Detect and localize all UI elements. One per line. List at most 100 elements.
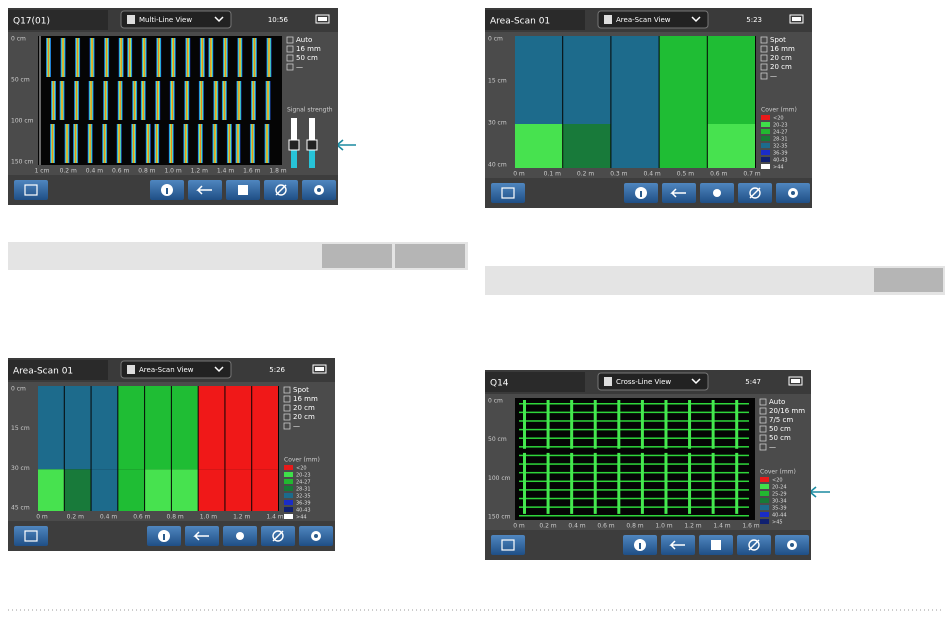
signal-label: Signal strength — [287, 107, 333, 114]
x-axis-label: 0.7 m — [743, 171, 760, 178]
signal-stripe — [156, 38, 162, 77]
button-face[interactable] — [491, 535, 525, 555]
signal-slider-thumb[interactable] — [288, 139, 300, 151]
signal-stripe — [198, 81, 204, 120]
view-dropdown[interactable] — [120, 360, 232, 379]
settings-button[interactable] — [302, 180, 336, 200]
sidebar-setting: 50 cm — [296, 54, 318, 62]
rebar-line — [523, 400, 526, 449]
settings-button[interactable] — [775, 535, 809, 555]
back-button[interactable] — [185, 526, 219, 546]
legend-swatch — [760, 519, 769, 524]
info-button[interactable] — [150, 180, 184, 200]
no-signal-button[interactable] — [737, 535, 771, 555]
info-button[interactable] — [624, 183, 658, 203]
battery-level — [792, 17, 801, 21]
save-button[interactable] — [226, 180, 260, 200]
view-name: Cross-Line View — [616, 378, 671, 386]
cover-cell — [38, 469, 64, 511]
signal-stripe — [89, 38, 95, 77]
button-face[interactable] — [14, 526, 48, 546]
rebar-line — [519, 506, 749, 508]
y-axis-label: 150 cm — [488, 514, 511, 521]
cover-cell — [563, 124, 611, 168]
signal-stripe — [116, 124, 122, 163]
signal-stripe — [249, 124, 255, 163]
sidebar-setting: 7/5 cm — [769, 416, 793, 424]
spot-button[interactable] — [223, 526, 257, 546]
button-face[interactable] — [14, 180, 48, 200]
view-dropdown[interactable] — [597, 10, 709, 29]
no-signal-button[interactable] — [264, 180, 298, 200]
view-icon — [604, 15, 612, 24]
icon — [166, 188, 168, 194]
signal-stripe — [154, 124, 160, 163]
sidebar-setting: 16 mm — [770, 45, 795, 53]
fullscreen-button[interactable] — [14, 180, 48, 200]
x-axis-label: 0.4 m — [643, 171, 660, 178]
legend-label: 30-34 — [772, 499, 787, 505]
info-button[interactable] — [623, 535, 657, 555]
settings-button[interactable] — [299, 526, 333, 546]
legend-label: 20-23 — [296, 473, 311, 479]
cover-cell — [145, 469, 171, 511]
legend-label: 28-31 — [773, 137, 788, 143]
icon — [669, 540, 685, 550]
legend-swatch — [284, 465, 293, 470]
signal-stripe — [213, 81, 219, 120]
back-button[interactable] — [662, 183, 696, 203]
rebar-line — [711, 400, 715, 449]
signal-stripe — [131, 124, 137, 163]
back-button[interactable] — [188, 180, 222, 200]
signal-stripe — [251, 38, 257, 77]
legend-label: 40-44 — [772, 513, 787, 519]
rebar-line — [570, 400, 574, 449]
signal-stripe — [59, 81, 65, 120]
rebar-line — [519, 454, 749, 457]
signal-stripe — [73, 124, 79, 163]
legend-swatch — [761, 143, 770, 148]
cover-cell — [145, 386, 171, 470]
view-dropdown[interactable] — [120, 10, 232, 29]
signal-stripe — [132, 81, 138, 120]
x-axis-label: 0.6 m — [112, 168, 129, 175]
button-face[interactable] — [491, 183, 525, 203]
settings-button[interactable] — [776, 183, 810, 203]
no-signal-button[interactable] — [738, 183, 772, 203]
sidebar-icon — [760, 63, 768, 71]
x-axis-label: 0 m — [513, 171, 525, 178]
legend-swatch — [761, 136, 770, 141]
save-button[interactable] — [699, 535, 733, 555]
back-button[interactable] — [661, 535, 695, 555]
x-axis-label: 0.6 m — [710, 171, 727, 178]
fullscreen-button[interactable] — [491, 535, 525, 555]
sidebar-icon — [760, 36, 768, 44]
no-signal-button[interactable] — [261, 526, 295, 546]
spot-button[interactable] — [700, 183, 734, 203]
cover-cell — [252, 386, 278, 470]
fullscreen-button[interactable] — [14, 526, 48, 546]
x-axis-label: 1.4 m — [217, 168, 234, 175]
device-screen: Q17(01) Multi-Line View 10:56 0 cm 50 cm 100 … — [8, 8, 338, 205]
rebar-line — [519, 489, 749, 491]
cover-cell — [64, 386, 91, 470]
signal-slider-thumb[interactable] — [306, 139, 318, 151]
icon — [24, 184, 38, 196]
sidebar-icon — [283, 422, 291, 430]
rebar-line — [519, 497, 749, 500]
icon — [640, 191, 642, 197]
sidebar-icon — [760, 45, 768, 53]
view-dropdown[interactable] — [597, 372, 709, 391]
sidebar-icon — [759, 398, 767, 406]
sidebar-setting: 20 cm — [770, 63, 792, 71]
fullscreen-button[interactable] — [491, 183, 525, 203]
info-button[interactable] — [147, 526, 181, 546]
cover-cell — [171, 469, 198, 511]
icon — [196, 185, 212, 195]
rebar-line — [711, 452, 715, 514]
legend-label: 35-39 — [772, 506, 787, 512]
legend-label: 36-39 — [296, 501, 311, 507]
legend-swatch — [284, 486, 293, 491]
legend-swatch — [760, 498, 769, 503]
